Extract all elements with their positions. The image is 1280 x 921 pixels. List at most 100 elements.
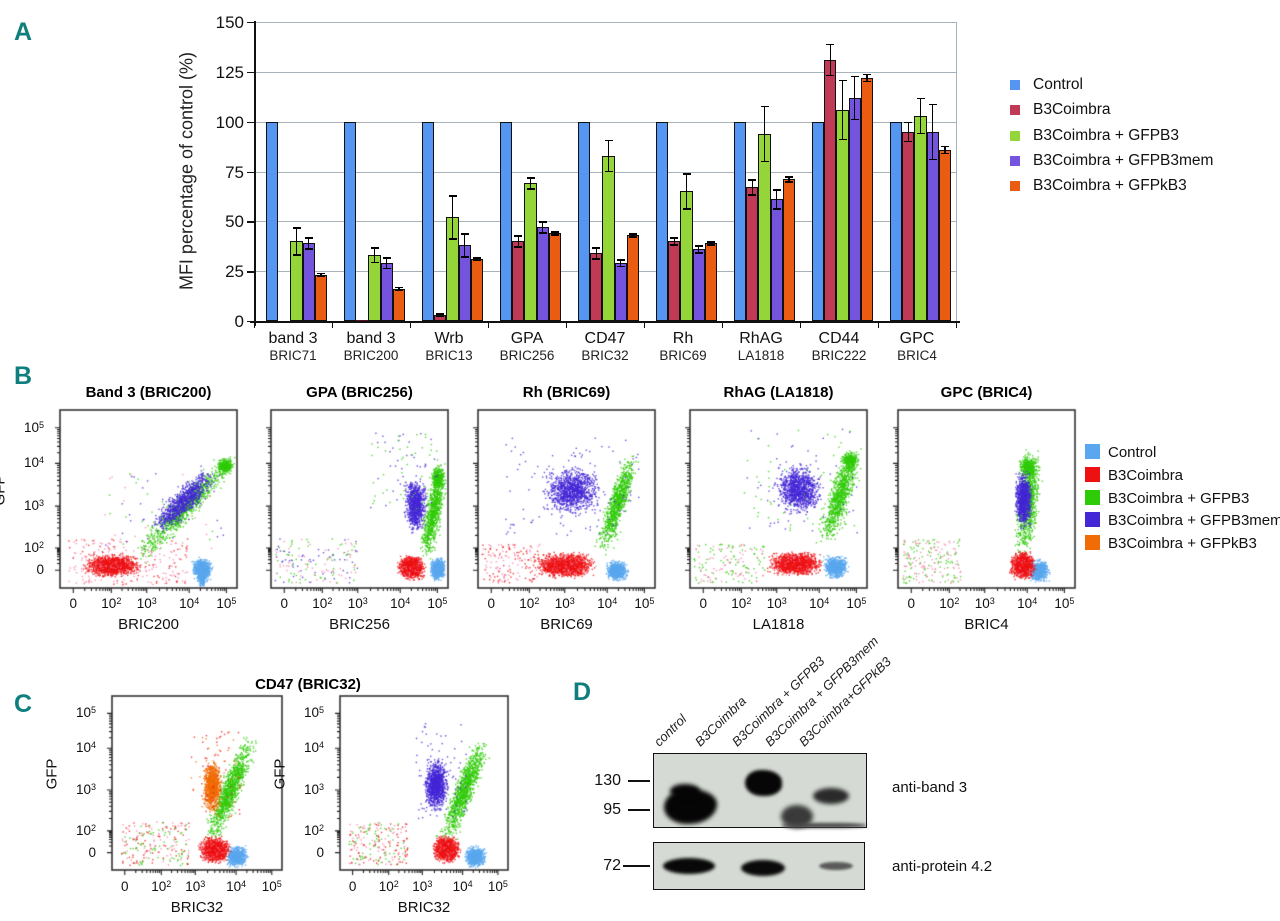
bar-B3Coimbra+GFPB3mem-BRIC222	[848, 97, 861, 321]
error-bar-stem	[554, 231, 556, 236]
bar-B3Coimbra+GFPkB3-LA1818	[782, 179, 795, 321]
error-bar-cap-bottom	[628, 236, 637, 238]
x-tick-label-10⁵: 105	[487, 879, 508, 894]
x-tick-label-10⁵: 105	[634, 596, 655, 611]
error-bar-cap-bottom	[382, 268, 391, 270]
error-bar-stem	[866, 73, 868, 82]
band-antiband3-control-bump	[670, 784, 700, 798]
category-sublabel-BRIC256: BRIC256	[499, 348, 555, 363]
y-tick-label-50: 50	[225, 212, 244, 232]
band-antiband3-gfpb3	[745, 770, 782, 796]
error-bar-cap-bottom	[514, 246, 523, 248]
error-bar-cap-bottom	[550, 234, 559, 236]
category-label-LA1818: RhAG	[739, 330, 783, 347]
error-bar-stem	[529, 177, 532, 190]
error-bar-cap-top	[862, 73, 871, 76]
error-bar-cap-top	[292, 227, 301, 229]
mw-dash-95	[628, 809, 650, 811]
bar-B3Coimbra-BRIC222	[824, 59, 837, 321]
bar-B3Coimbra+GFPB3-BRIC32	[602, 155, 615, 321]
error-bar-cap-top	[694, 245, 703, 247]
x-tick-8	[878, 322, 880, 328]
y-tick-125	[247, 71, 254, 74]
x-tick-label-0: 0	[487, 596, 496, 611]
y-tick-label-25: 25	[225, 262, 244, 282]
plot-right-edge	[956, 22, 957, 321]
x-tick-label-10²: 102	[151, 879, 172, 894]
error-bar-cap-bottom	[916, 132, 925, 134]
error-bar-cap-top	[316, 273, 325, 275]
panel-d-label: D	[573, 678, 592, 706]
bar-chart-y-axis-title: MFI percentage of control (%)	[176, 51, 197, 291]
flow-plot-title: Rh (BRIC69)	[522, 384, 611, 401]
band-antiband3-gfpb3mem	[781, 805, 813, 828]
error-bar-stem	[932, 103, 934, 160]
error-bar-stem	[320, 273, 322, 278]
x-axis-name: BRIC200	[118, 616, 179, 633]
y-axis-name-gfp: GFP	[0, 474, 9, 506]
error-bar-cap-top	[706, 241, 715, 243]
flow-plot-canvas-LA1818	[678, 407, 870, 602]
flow-legend-label-3: B3Coimbra + GFPB3mem	[1108, 512, 1280, 530]
error-bar-cap-top	[826, 43, 835, 46]
category-label-BRIC32: CD47	[584, 330, 626, 347]
x-tick-label-10³: 103	[412, 879, 433, 894]
error-bar-cap-bottom	[928, 158, 937, 160]
error-bar-cap-top	[460, 233, 469, 235]
x-tick-label-10⁵: 105	[1054, 596, 1075, 611]
mw-dash-130	[628, 780, 650, 782]
x-tick-label-10³: 103	[185, 879, 206, 894]
flow-legend-label-1: B3Coimbra	[1108, 466, 1184, 484]
error-bar-cap-top	[682, 173, 691, 175]
lane-label-0: control	[650, 711, 690, 750]
x-tick-label-10⁴: 104	[452, 879, 473, 894]
legend-label-2: B3Coimbra + GFPB3	[1033, 126, 1180, 144]
bar-B3Coimbra+GFPkB3-BRIC200	[392, 289, 405, 321]
bar-B3Coimbra+GFPkB3-BRIC4	[938, 149, 951, 321]
x-tick-label-10⁴: 104	[179, 596, 200, 611]
category-label-BRIC200: band 3	[346, 330, 396, 347]
bar-Control-BRIC71	[266, 121, 279, 321]
x-tick-label-0: 0	[120, 879, 129, 894]
error-bar-stem	[542, 221, 544, 234]
flow-plot-canvas-BRIC200	[48, 407, 240, 602]
error-bar-stem	[710, 241, 712, 246]
error-bar-stem	[632, 233, 634, 238]
flow-plot-canvas-BRIC32	[328, 693, 511, 884]
error-bar-cap-bottom	[472, 260, 481, 262]
error-bar-stem	[451, 195, 454, 240]
category-sublabel-LA1818: LA1818	[737, 348, 785, 363]
error-bar-stem	[295, 227, 298, 256]
flow-legend-label-4: B3Coimbra + GFPkB3	[1108, 535, 1257, 553]
y-tick-label-10⁴: 104	[23, 455, 44, 471]
error-bar-stem	[386, 257, 388, 270]
x-tick-label-10⁵: 105	[216, 596, 237, 611]
x-tick-3	[488, 322, 490, 328]
error-bar-cap-top	[850, 75, 859, 78]
bar-B3Coimbra+GFPB3mem-BRIC256	[536, 227, 549, 321]
bar-Control-BRIC4	[890, 121, 903, 321]
error-bar-stem	[517, 235, 519, 248]
category-label-BRIC222: CD44	[818, 330, 860, 347]
y-tick-label-10⁴: 104	[75, 740, 96, 756]
error-bar-cap-top	[916, 97, 925, 100]
bar-Control-LA1818	[734, 121, 747, 321]
bar-B3Coimbra-BRIC32	[590, 253, 603, 321]
error-bar-cap-top	[550, 231, 559, 233]
y-tick-label-0: 0	[36, 562, 44, 578]
error-bar-cap-bottom	[316, 276, 325, 278]
error-bar-stem	[763, 105, 766, 162]
error-bar-stem	[607, 139, 610, 172]
error-bar-cap-bottom	[370, 262, 379, 264]
flow-plot-canvas-BRIC4	[886, 407, 1078, 602]
bar-B3Coimbra+GFPkB3-BRIC256	[548, 233, 561, 321]
error-bar-stem	[476, 257, 478, 262]
band-antiband3-gfpkb3	[813, 788, 849, 804]
error-bar-cap-bottom	[682, 208, 691, 210]
mw-dash-72	[623, 865, 650, 867]
mw-marker-130: 130	[594, 772, 621, 789]
y-axis-line	[254, 21, 256, 326]
x-tick-label-0: 0	[699, 596, 708, 611]
y-tick-label-0: 0	[88, 844, 96, 860]
bar-B3Coimbra+GFPB3mem-BRIC4	[926, 131, 939, 321]
